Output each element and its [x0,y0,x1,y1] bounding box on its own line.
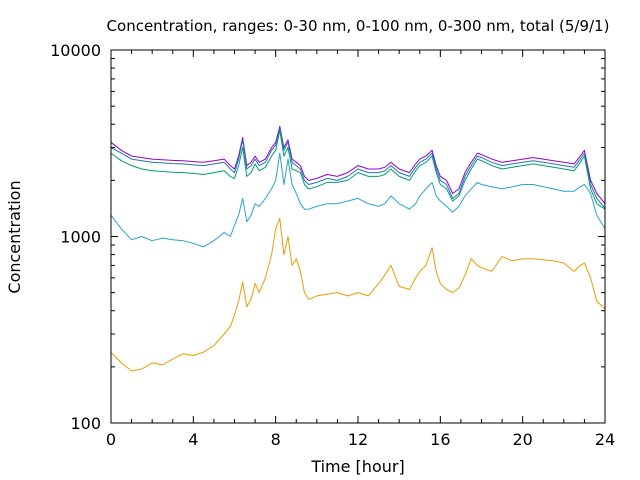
x-tick-label: 16 [430,430,450,449]
x-tick-label: 4 [188,430,198,449]
series-line-2 [110,127,606,209]
series-line-4 [110,152,606,248]
series-line-5 [110,217,606,372]
y-tick-label: 1000 [60,228,101,247]
chart-title: Concentration, ranges: 0-30 nm, 0-100 nm… [107,17,610,35]
y-axis-label: Concentration [5,180,24,293]
series-line-3 [110,130,606,210]
x-tick-label: 24 [595,430,615,449]
x-tick-label: 12 [348,430,368,449]
series-layer [110,125,606,372]
tick-layer: 0 4 8 12 16 20 24 100 1000 10000 [50,41,615,449]
x-tick-label: 20 [512,430,532,449]
x-tick-label: 8 [271,430,281,449]
y-tick-label: 10000 [50,41,101,60]
series-line-1 [110,125,606,205]
x-axis-label: Time [hour] [310,457,404,476]
y-tick-label: 100 [70,414,101,433]
x-tick-label: 0 [106,430,116,449]
